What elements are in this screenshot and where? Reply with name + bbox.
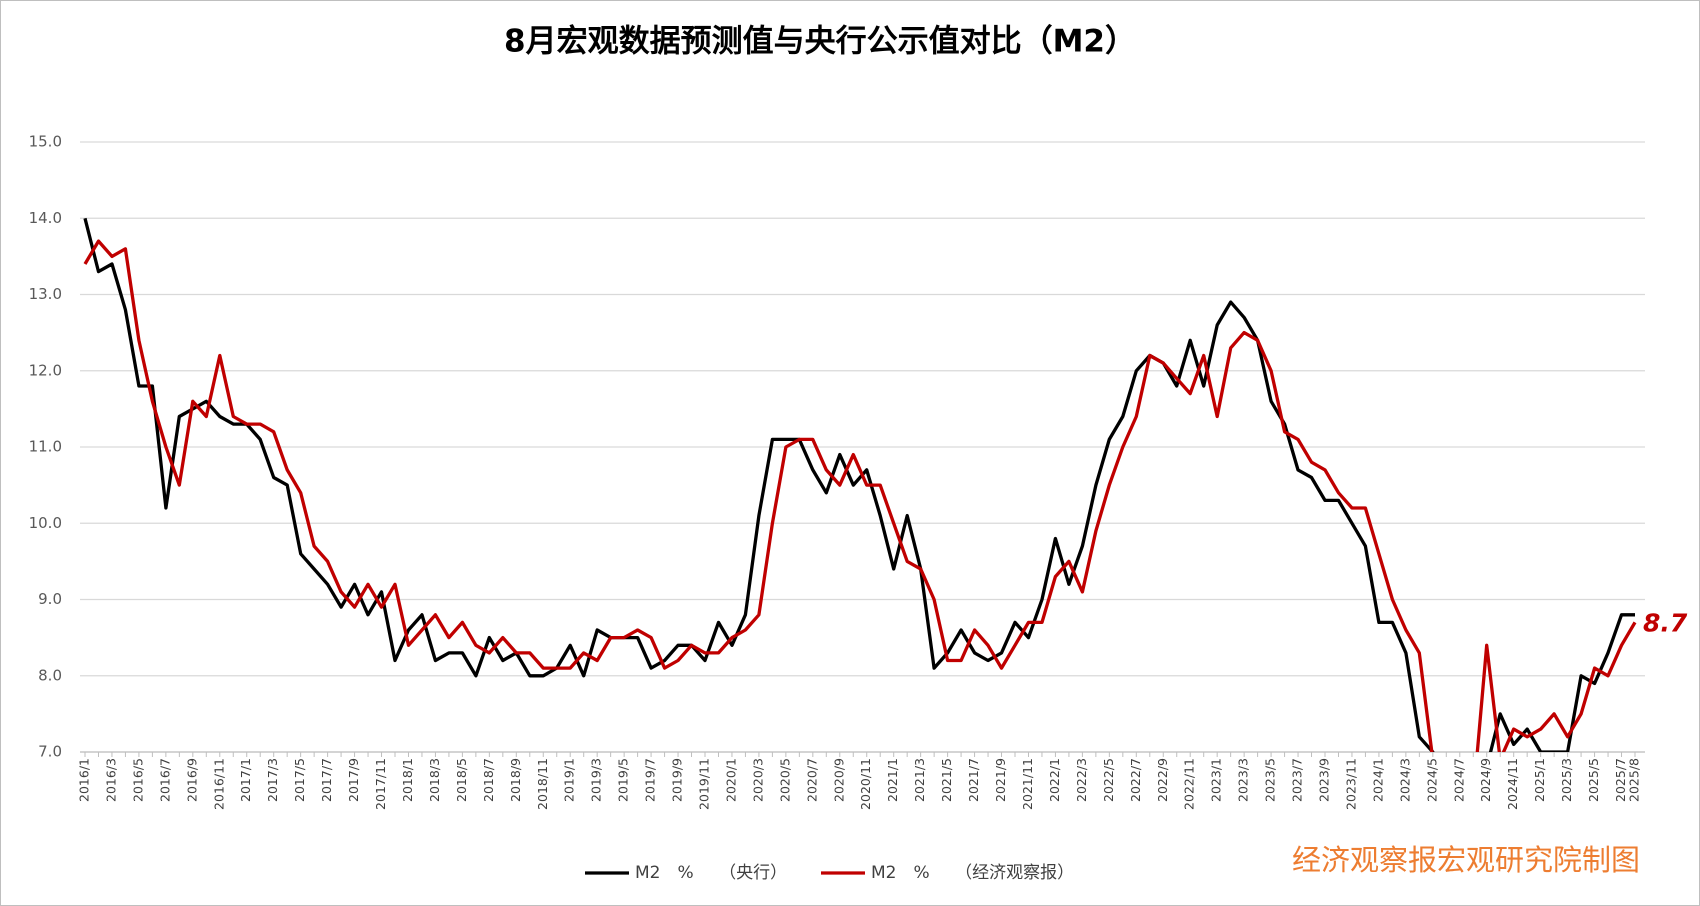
x-tick-label: 2022/11 bbox=[1182, 758, 1197, 810]
x-tick-label: 2021/5 bbox=[939, 758, 954, 802]
x-tick-label: 2018/3 bbox=[427, 758, 442, 802]
x-tick-label: 2024/7 bbox=[1451, 758, 1466, 802]
y-tick-label: 11.0 bbox=[29, 438, 62, 456]
x-tick-label: 2024/5 bbox=[1424, 758, 1439, 802]
x-tick-label: 2022/7 bbox=[1128, 758, 1143, 802]
x-tick-label: 2017/7 bbox=[319, 758, 334, 802]
series-line bbox=[83, 239, 1637, 752]
y-tick-label: 14.0 bbox=[29, 209, 62, 227]
x-tick-label: 2017/11 bbox=[373, 758, 388, 810]
x-tick-label: 2023/7 bbox=[1290, 758, 1305, 802]
x-tick-label: 2022/5 bbox=[1101, 758, 1116, 802]
x-tick-label: 2024/1 bbox=[1370, 758, 1385, 802]
x-tick-label: 2018/5 bbox=[454, 758, 469, 802]
x-tick-label: 2018/9 bbox=[508, 758, 523, 802]
x-tick-label: 2025/5 bbox=[1586, 758, 1601, 802]
x-tick-label: 2020/3 bbox=[750, 758, 765, 802]
y-tick-label: 8.0 bbox=[38, 666, 62, 684]
x-tick-label: 2025/1 bbox=[1532, 758, 1547, 802]
y-tick-label: 12.0 bbox=[29, 361, 62, 379]
y-tick-label: 10.0 bbox=[29, 514, 62, 532]
x-tick-label: 2021/9 bbox=[993, 758, 1008, 802]
x-tick-label: 2018/11 bbox=[535, 758, 550, 810]
x-tick-label: 2022/1 bbox=[1047, 758, 1062, 802]
legend-label: M2 % （经济观察报） bbox=[871, 863, 1074, 883]
x-tick-label: 2024/11 bbox=[1505, 758, 1520, 810]
x-tick-label: 2020/5 bbox=[777, 758, 792, 802]
x-tick-label: 2020/1 bbox=[723, 758, 738, 802]
y-tick-label: 9.0 bbox=[38, 590, 62, 608]
x-tick-label: 2023/11 bbox=[1343, 758, 1358, 810]
x-tick-label: 2025/8 bbox=[1627, 758, 1642, 802]
x-tick-label: 2016/1 bbox=[77, 758, 92, 802]
x-tick-label: 2024/9 bbox=[1478, 758, 1493, 802]
x-tick-label: 2022/9 bbox=[1155, 758, 1170, 802]
x-tick-label: 2019/7 bbox=[643, 758, 658, 802]
series-line bbox=[83, 217, 1635, 752]
annotation: 8.7 bbox=[1643, 608, 1688, 637]
x-tick-label: 2016/11 bbox=[211, 758, 226, 810]
x-tick-label: 2018/7 bbox=[481, 758, 496, 802]
x-tick-label: 2019/9 bbox=[670, 758, 685, 802]
x-tick-label: 2019/3 bbox=[589, 758, 604, 802]
x-tick-label: 2021/1 bbox=[885, 758, 900, 802]
x-tick-label: 2016/7 bbox=[157, 758, 172, 802]
x-tick-label: 2020/9 bbox=[831, 758, 846, 802]
x-tick-label: 2021/11 bbox=[1020, 758, 1035, 810]
source-note: 经济观察报宏观研究院制图 bbox=[1292, 843, 1640, 877]
x-tick-label: 2025/3 bbox=[1559, 758, 1574, 802]
x-tick-label: 2021/3 bbox=[912, 758, 927, 802]
x-tick-label: 2017/9 bbox=[346, 758, 361, 802]
x-tick-label: 2019/11 bbox=[697, 758, 712, 810]
plot-area bbox=[83, 217, 1637, 752]
x-tick-label: 2025/7 bbox=[1613, 758, 1628, 802]
x-tick-label: 2016/9 bbox=[184, 758, 199, 802]
legend-label: M2 % （央行） bbox=[635, 863, 787, 883]
x-tick-label: 2016/3 bbox=[103, 758, 118, 802]
chart-title: 8月宏观数据预测值与央行公示值对比（M2） bbox=[504, 24, 1136, 60]
x-tick-label: 2024/3 bbox=[1397, 758, 1412, 802]
x-tick-label: 2023/5 bbox=[1263, 758, 1278, 802]
x-tick-label: 2022/3 bbox=[1074, 758, 1089, 802]
x-tick-label: 2019/1 bbox=[562, 758, 577, 802]
x-tick-label: 2023/3 bbox=[1236, 758, 1251, 802]
x-tick-label: 2021/7 bbox=[966, 758, 981, 802]
x-tick-label: 2020/11 bbox=[858, 758, 873, 810]
y-tick-label: 7.0 bbox=[38, 743, 62, 761]
x-tick-label: 2023/9 bbox=[1317, 758, 1332, 802]
x-tick-label: 2018/1 bbox=[400, 758, 415, 802]
x-tick-label: 2020/7 bbox=[804, 758, 819, 802]
x-tick-label: 2016/5 bbox=[130, 758, 145, 802]
x-tick-label: 2019/5 bbox=[616, 758, 631, 802]
x-tick-label: 2023/1 bbox=[1209, 758, 1224, 802]
y-tick-label: 15.0 bbox=[29, 133, 62, 151]
x-tick-label: 2017/5 bbox=[292, 758, 307, 802]
x-tick-label: 2017/3 bbox=[265, 758, 280, 802]
x-tick-label: 2017/1 bbox=[238, 758, 253, 802]
y-tick-label: 13.0 bbox=[29, 285, 62, 303]
